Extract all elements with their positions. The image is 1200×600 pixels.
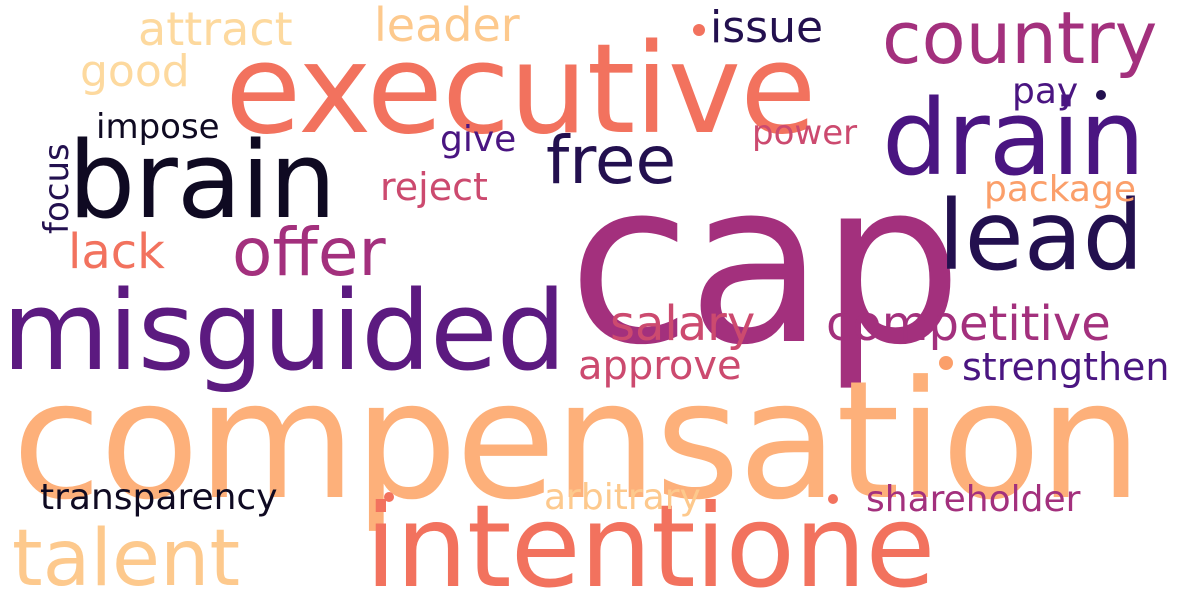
word-transparency: transparency (40, 477, 278, 518)
word-cap: cap (568, 133, 963, 394)
word-package: package (984, 169, 1136, 210)
word-approve: approve (578, 343, 742, 389)
word-brain: brain (68, 119, 336, 242)
word-free: free (546, 122, 677, 199)
word-misguided: misguided (2, 267, 566, 395)
word-intentione: intentione (365, 480, 936, 600)
dot-mark (828, 494, 838, 504)
dot-mark (384, 492, 394, 502)
word-give: give (440, 119, 517, 160)
word-power: power (752, 113, 858, 153)
word-leader: leader (374, 0, 520, 52)
word-competitive: competitive (826, 296, 1111, 352)
word-salary: salary (610, 296, 756, 352)
word-executive: executive (225, 18, 816, 162)
word-shareholder: shareholder (866, 479, 1081, 520)
word-attract: attract (138, 2, 293, 56)
word-talent: talent (12, 514, 241, 600)
dot-mark (1096, 90, 1106, 100)
word-pay: pay (1012, 71, 1079, 112)
word-issue: issue (710, 2, 824, 53)
word-offer: offer (232, 214, 386, 291)
word-country: country (882, 0, 1158, 80)
word-strengthen: strengthen (962, 345, 1170, 389)
word-drain: drain (882, 77, 1145, 199)
word-impose: impose (96, 107, 220, 147)
word-lead: lead (938, 180, 1144, 292)
word-good: good (80, 46, 190, 97)
dot-mark (939, 356, 953, 370)
word-focus: focus (37, 143, 77, 234)
word-arbitrary: arbitrary (544, 477, 701, 518)
dot-mark (693, 24, 705, 36)
word-compensation: compensation (12, 347, 1142, 536)
word-reject: reject (380, 165, 488, 209)
word-lack: lack (68, 224, 165, 280)
